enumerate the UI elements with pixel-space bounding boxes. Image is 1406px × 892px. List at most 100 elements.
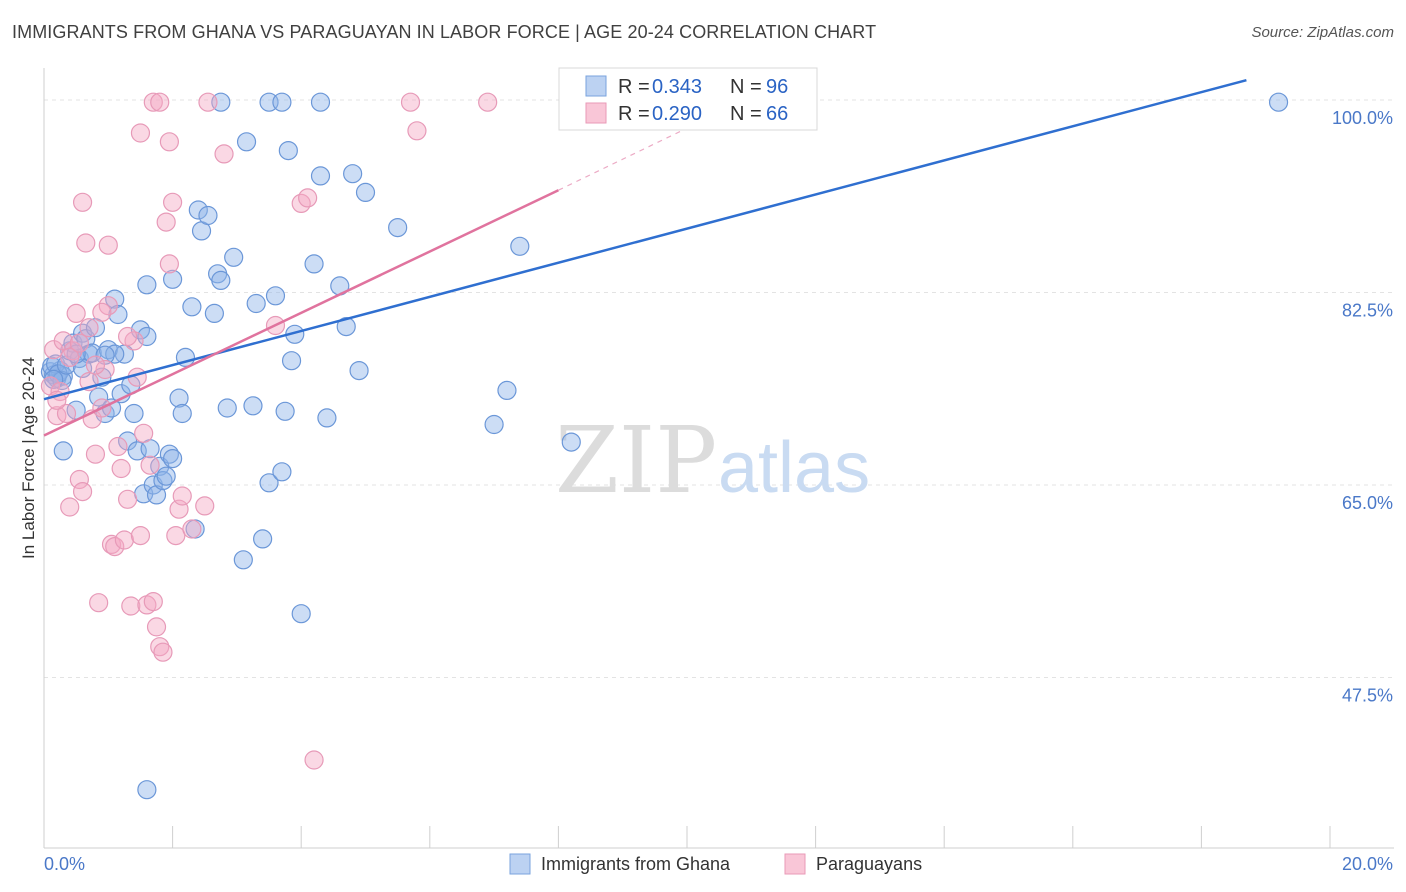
paraguayan-point [150, 92, 170, 112]
paraguayan-point [85, 355, 106, 375]
series-paraguayans-points [40, 92, 498, 770]
ghana-point [336, 317, 356, 337]
ghana-point [275, 401, 295, 421]
paraguayan-point [407, 121, 427, 141]
ghana-point [265, 286, 286, 306]
ghana-point [146, 485, 167, 505]
paraguayan-point [150, 637, 170, 657]
paraguayan-point [304, 750, 324, 770]
ghana-point [1268, 92, 1289, 112]
ghana-point [188, 200, 208, 220]
paraguayan-point [76, 233, 96, 253]
ghana-point [304, 254, 324, 274]
watermark: ZIP atlas [555, 407, 870, 514]
paraguayan-point [143, 591, 163, 612]
ghana-point [343, 164, 363, 184]
paraguayan-point [298, 188, 318, 208]
bottom-legend-label-ghana: Immigrants from Ghana [541, 854, 731, 874]
legend-n-value-ghana: 96 [766, 76, 788, 98]
ghana-point [349, 361, 369, 381]
ghana-point [172, 403, 192, 424]
ghana-point [105, 344, 125, 364]
paraguayan-point [101, 534, 122, 555]
legend-r-value-ghana: 0.343 [652, 76, 702, 98]
y-tick-labels: 100.0% 82.5% 65.0% 47.5% [1332, 108, 1393, 706]
paraguayan-point [159, 254, 179, 274]
ghana-point [278, 141, 298, 161]
ghana-point [95, 345, 115, 365]
paraguayan-point [89, 593, 109, 613]
trend-lines [43, 78, 1247, 437]
legend-n-label-ghana: N = [730, 76, 762, 98]
paraguayan-point [159, 132, 179, 152]
ghana-point [217, 398, 237, 418]
ghana-point [89, 387, 109, 407]
bottom-legend: Immigrants from Ghana Paraguayans [509, 853, 922, 875]
paraguayan-point [121, 596, 141, 616]
paraguayan-point [117, 489, 138, 509]
paraguayan-point [111, 458, 131, 479]
legend-r-value-paraguayans: 0.290 [652, 103, 702, 125]
ghana-point [561, 432, 581, 452]
ghana-point [281, 351, 302, 371]
ghana-point [211, 270, 231, 290]
paraguayan-point [60, 347, 80, 367]
y-tick-label: 82.5% [1342, 301, 1393, 321]
paraguayan-point [195, 496, 215, 516]
paraguayan-point [130, 525, 151, 546]
ghana-point [169, 388, 189, 408]
paraguayan-point [108, 436, 128, 457]
bottom-legend-swatch-paraguayans [784, 853, 806, 875]
y-tick-label: 100.0% [1332, 108, 1393, 128]
paraguayan-point [53, 331, 73, 351]
paraguayan-point [198, 92, 218, 112]
ghana-point [246, 293, 266, 314]
paraguayan-trend-extension [558, 121, 701, 191]
ghana-point [124, 403, 144, 424]
paraguayan-point [66, 303, 86, 323]
ghana-point [163, 449, 183, 469]
legend-r-label-ghana: R = [618, 76, 650, 98]
legend-n-value-paraguayans: 66 [766, 103, 788, 125]
paraguayan-point [163, 192, 183, 212]
paraguayan-point [130, 123, 151, 143]
paraguayan-point [400, 92, 421, 112]
paraguayan-point [79, 318, 99, 338]
paraguayan-point [214, 144, 234, 164]
y-tick-label: 47.5% [1342, 686, 1393, 706]
ghana-point [137, 780, 157, 800]
paraguayan-point [69, 469, 89, 490]
paraguayan-point [172, 486, 192, 506]
paraguayan-point [478, 92, 498, 112]
ghana-point [236, 132, 257, 152]
ghana-point [272, 92, 292, 112]
paraguayan-point [134, 423, 154, 443]
ghana-point [137, 326, 157, 347]
x-tick-label-min: 0.0% [44, 854, 85, 874]
paraguayan-point [166, 525, 186, 546]
paraguayan-point [56, 403, 77, 424]
paraguayan-point [156, 212, 176, 232]
legend-r-label-paraguayans: R = [618, 103, 650, 125]
paraguayan-point [40, 376, 61, 396]
paraguayan-point [146, 617, 167, 637]
watermark-atlas: atlas [718, 428, 870, 508]
paraguayan-point [182, 519, 202, 539]
paraguayan-point [72, 482, 93, 502]
ghana-point [243, 396, 263, 416]
ghana-point [388, 218, 408, 238]
ghana-trend-line [43, 78, 1247, 401]
ghana-point [233, 550, 253, 570]
x-tick-labels: 0.0% 20.0% [44, 854, 1393, 874]
paraguayan-point [95, 359, 115, 380]
paraguayan-point [105, 536, 125, 557]
bottom-legend-swatch-ghana [509, 853, 531, 875]
ghana-point [163, 269, 183, 289]
ghana-point [497, 380, 517, 400]
series-ghana-points [40, 92, 1289, 800]
paraguayan-point [92, 302, 112, 322]
ghana-point [253, 529, 273, 549]
paraguayan-point [153, 642, 173, 662]
ghana-point [291, 604, 311, 624]
gridlines [44, 99, 1394, 678]
